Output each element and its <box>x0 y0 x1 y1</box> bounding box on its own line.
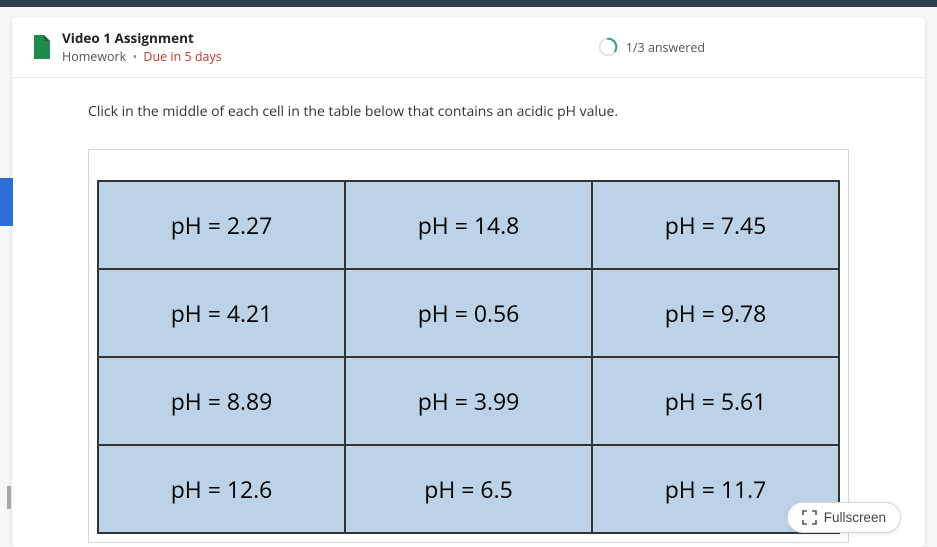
instruction-text: Click in the middle of each cell in the … <box>88 102 849 121</box>
progress-ring-icon <box>598 37 618 57</box>
progress-indicator: 1/3 answered <box>598 37 705 57</box>
ph-cell[interactable]: pH = 7.45 <box>592 181 839 269</box>
ph-cell[interactable]: pH = 4.21 <box>98 269 345 357</box>
ph-cell[interactable]: pH = 2.27 <box>98 181 345 269</box>
fullscreen-icon <box>802 510 817 525</box>
ph-cell[interactable]: pH = 6.5 <box>345 445 592 533</box>
ph-table: pH = 2.27pH = 14.8pH = 7.45pH = 4.21pH =… <box>97 180 840 534</box>
assignment-title: Video 1 Assignment <box>62 29 222 47</box>
table-row: pH = 12.6pH = 6.5pH = 11.7 <box>98 445 839 533</box>
table-row: pH = 8.89pH = 3.99pH = 5.61 <box>98 357 839 445</box>
ph-cell[interactable]: pH = 9.78 <box>592 269 839 357</box>
text-cursor <box>7 486 11 509</box>
assignment-card: Video 1 Assignment Homework • Due in 5 d… <box>12 17 925 547</box>
ph-cell[interactable]: pH = 14.8 <box>345 181 592 269</box>
fullscreen-button[interactable]: Fullscreen <box>787 502 901 533</box>
table-row: pH = 2.27pH = 14.8pH = 7.45 <box>98 181 839 269</box>
fullscreen-label: Fullscreen <box>824 510 886 525</box>
table-frame: pH = 2.27pH = 14.8pH = 7.45pH = 4.21pH =… <box>88 149 849 543</box>
assignment-meta: Homework • Due in 5 days <box>62 48 222 65</box>
table-row: pH = 4.21pH = 0.56pH = 9.78 <box>98 269 839 357</box>
ph-cell[interactable]: pH = 8.89 <box>98 357 345 445</box>
ph-cell[interactable]: pH = 5.61 <box>592 357 839 445</box>
ph-cell[interactable]: pH = 3.99 <box>345 357 592 445</box>
top-nav-bar <box>0 0 937 7</box>
document-icon <box>32 35 50 59</box>
assignment-category: Homework <box>62 48 126 65</box>
header-titles: Video 1 Assignment Homework • Due in 5 d… <box>62 29 222 65</box>
due-date: Due in 5 days <box>143 48 221 65</box>
page-background: Video 1 Assignment Homework • Due in 5 d… <box>0 7 937 547</box>
progress-text: 1/3 answered <box>626 39 705 56</box>
meta-separator-icon: • <box>132 48 137 65</box>
card-body: Click in the middle of each cell in the … <box>12 78 925 547</box>
card-header: Video 1 Assignment Homework • Due in 5 d… <box>12 17 925 78</box>
ph-cell[interactable]: pH = 12.6 <box>98 445 345 533</box>
ph-cell[interactable]: pH = 0.56 <box>345 269 592 357</box>
